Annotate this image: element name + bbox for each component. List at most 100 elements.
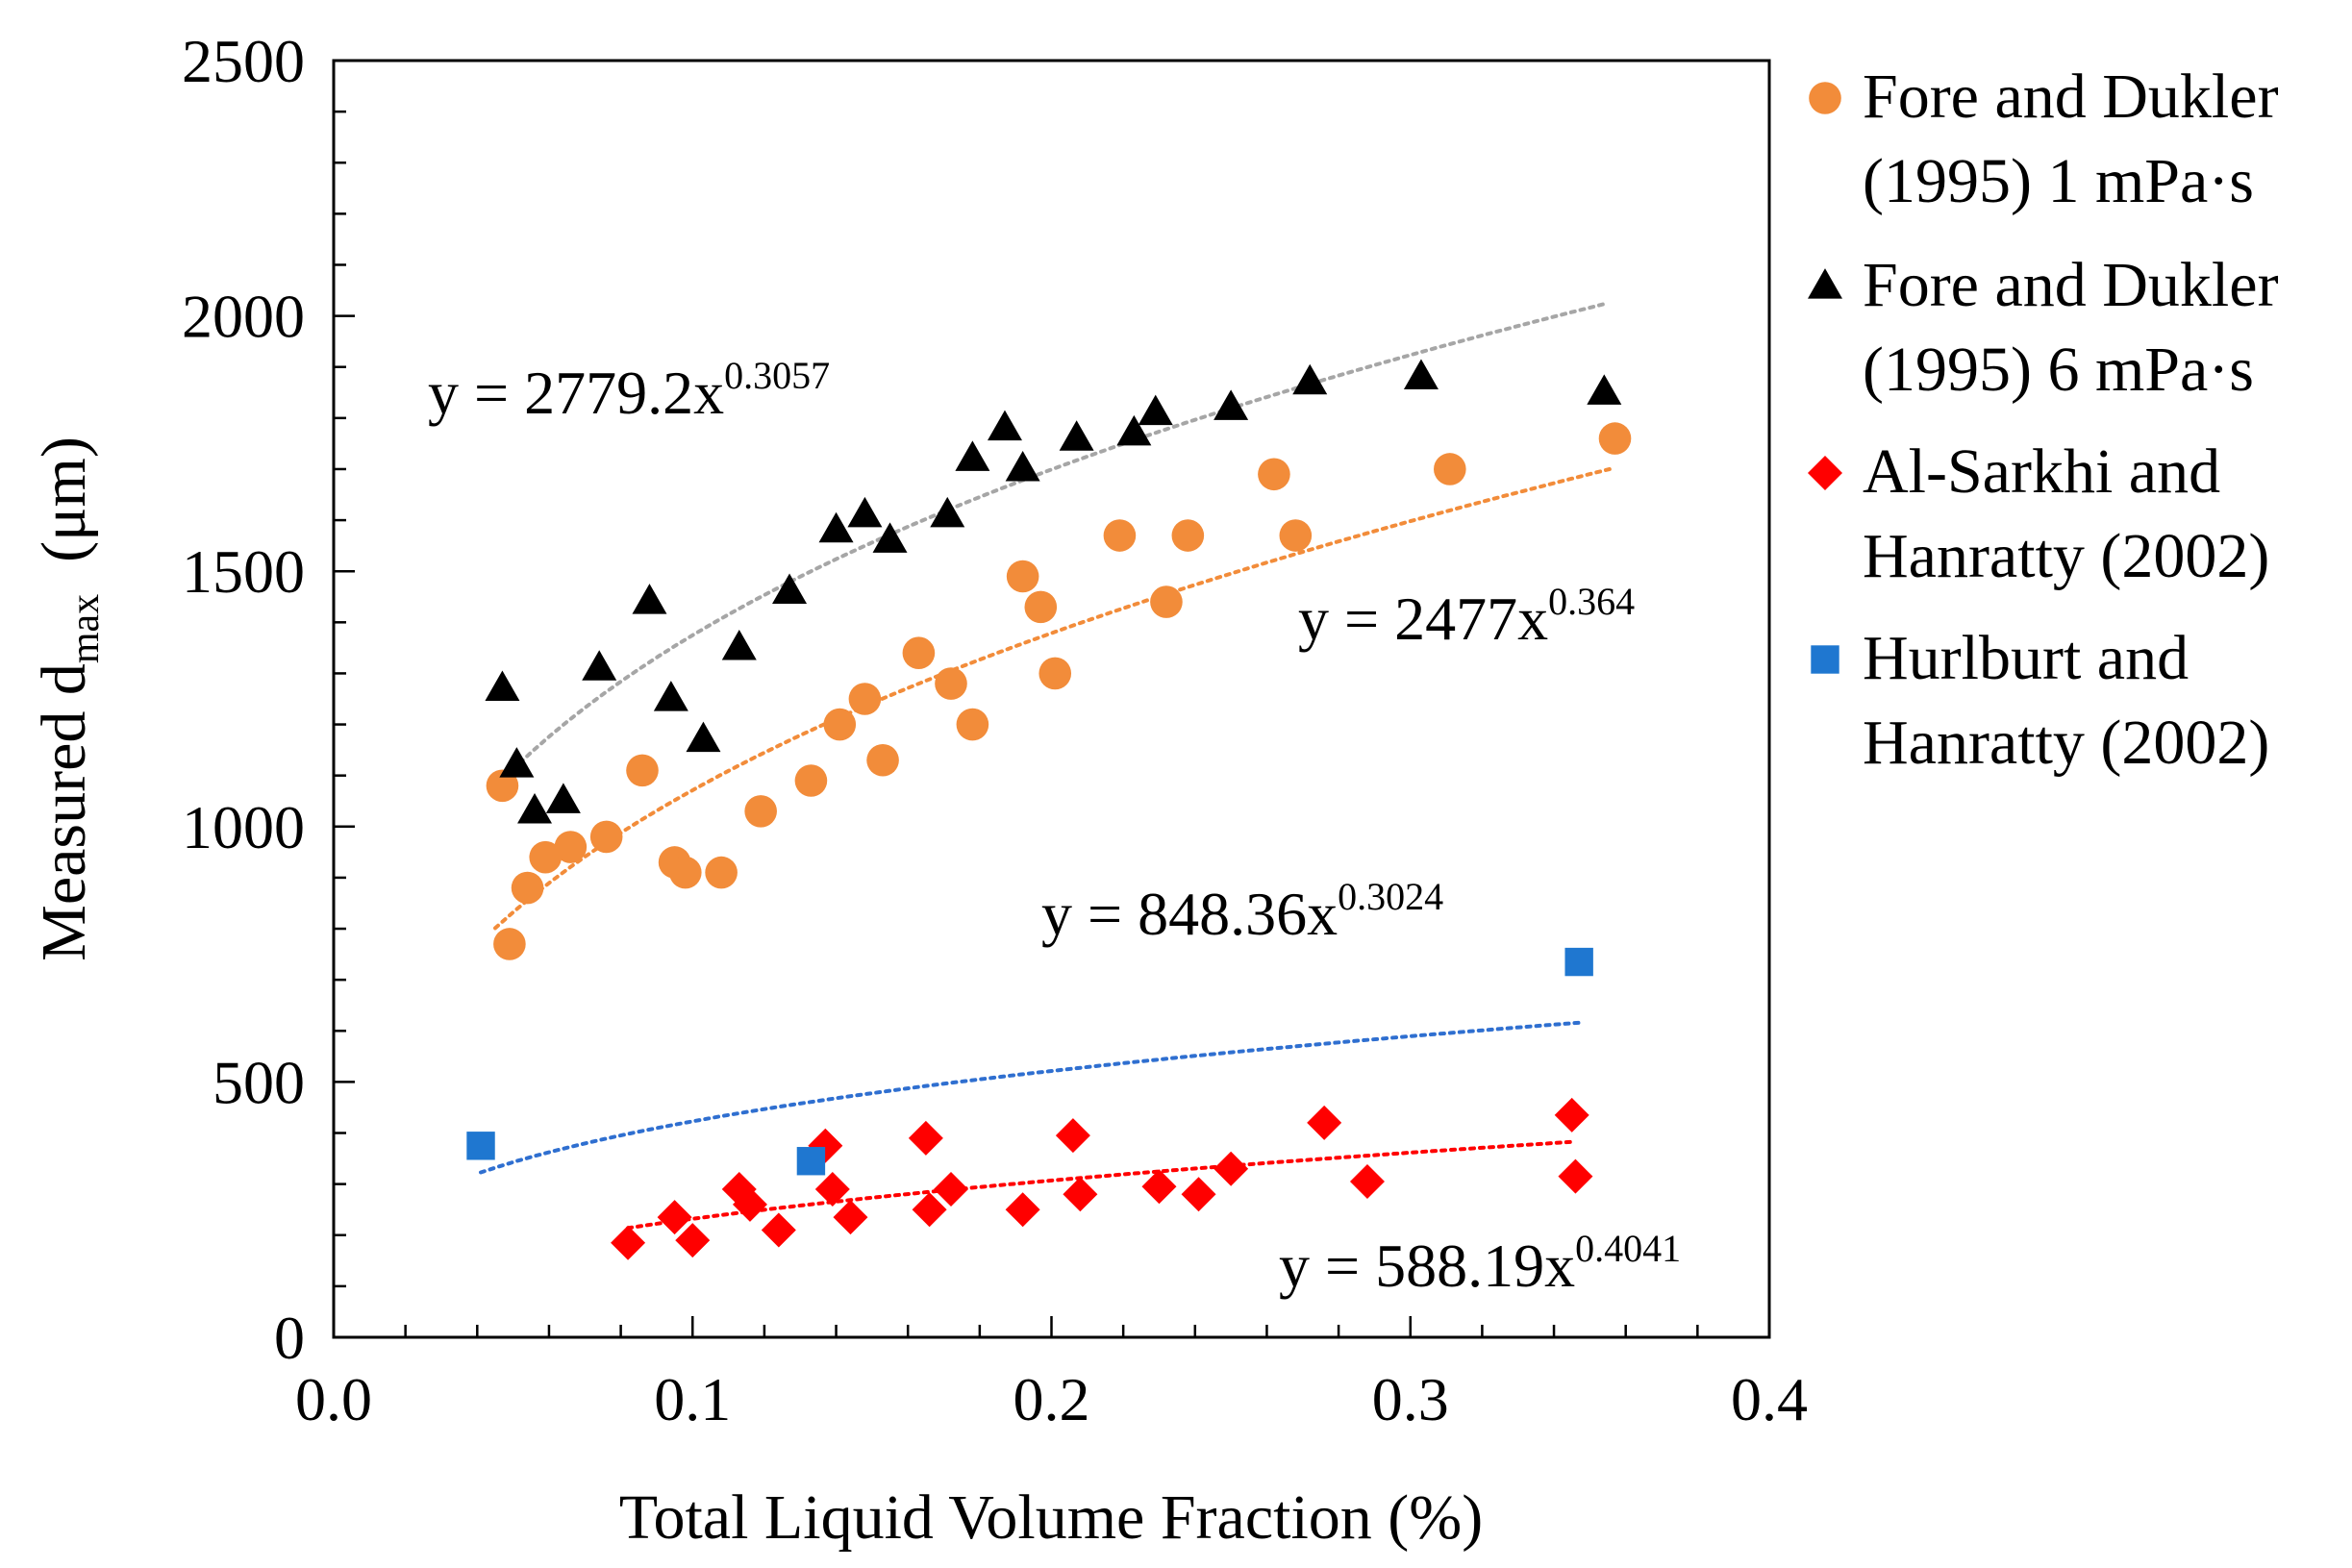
data-point	[933, 1171, 968, 1207]
y-tick-label: 1000	[182, 793, 305, 861]
data-point	[1258, 458, 1290, 491]
y-axis-title-subscript: max	[63, 594, 108, 663]
data-point	[1403, 359, 1439, 389]
trendline	[511, 302, 1607, 772]
data-point	[1554, 1097, 1589, 1132]
data-point	[1138, 394, 1173, 426]
data-point	[554, 831, 588, 863]
data-point	[499, 747, 535, 778]
data-point	[1214, 1151, 1249, 1186]
legend-entry: Fore and Dukler (1995) 1 mPa·s	[1809, 62, 2279, 216]
legend-label: Al-Sarkhi and	[1863, 436, 2220, 507]
data-point	[511, 871, 544, 905]
data-point	[611, 1225, 646, 1260]
legend-label: Fore and Dukler	[1863, 62, 2279, 132]
data-point	[657, 1200, 692, 1235]
trend-equation: y = 588.19x0.4041	[1279, 1227, 1681, 1300]
data-point	[626, 754, 659, 787]
data-point	[1171, 519, 1205, 552]
legend-label: (1995) 6 mPa·s	[1863, 335, 2254, 405]
data-point	[1292, 363, 1328, 395]
data-point	[935, 667, 967, 700]
legend-marker	[1808, 268, 1842, 299]
data-point	[686, 721, 721, 753]
y-axis-title-unit: (μm)	[29, 436, 99, 594]
data-point	[1558, 1158, 1593, 1194]
data-point	[721, 629, 757, 660]
legend-entry: Fore and Dukler (1995) 6 mPa·s	[1808, 250, 2279, 405]
trend-equation-base: y = 2779.2x	[428, 359, 724, 427]
data-point	[1055, 1118, 1090, 1154]
data-point	[814, 1171, 850, 1207]
data-point	[545, 783, 581, 813]
x-tick-label: 0.3	[1372, 1365, 1449, 1433]
data-point	[818, 511, 854, 543]
y-tick-label: 2000	[182, 283, 305, 351]
y-axis-title-main: Measured d	[29, 663, 99, 961]
data-point	[1181, 1177, 1216, 1212]
data-point	[955, 440, 990, 471]
legend-entry: Hurlburt and Hanratty (2002)	[1811, 623, 2269, 778]
trendline	[493, 465, 1617, 931]
x-tick-label: 0.0	[295, 1365, 372, 1433]
y-tick-label: 0	[274, 1304, 305, 1372]
trend-equation-base: y = 588.19x	[1279, 1232, 1575, 1300]
data-points	[466, 359, 1632, 1260]
data-point	[1598, 422, 1632, 455]
legend-label: (1995) 1 mPa·s	[1863, 146, 2254, 216]
legend-label: Fore and Dukler	[1863, 250, 2279, 320]
data-point	[732, 1186, 767, 1222]
data-point	[1564, 947, 1593, 977]
x-axis: 0.0 0.1 0.2 0.3 0.4	[295, 1316, 1808, 1433]
legend-entry: Al-Sarkhi and Hanratty (2002)	[1808, 436, 2269, 591]
trend-equation: y = 2779.2x0.3057	[428, 354, 830, 427]
data-point	[908, 1120, 943, 1156]
y-axis: 0 500 1000 1500 2000 2500	[182, 27, 355, 1372]
trend-equation-exponent: 0.3057	[724, 354, 830, 397]
x-tick-label: 0.2	[1013, 1365, 1090, 1433]
trend-equation-exponent: 0.4041	[1575, 1227, 1681, 1270]
plot-area	[332, 59, 1771, 1339]
data-point	[1005, 451, 1040, 482]
data-point	[466, 1132, 495, 1160]
legend-marker	[1809, 82, 1841, 114]
data-point	[675, 1223, 711, 1258]
data-point	[1434, 453, 1466, 485]
data-point	[1150, 585, 1183, 618]
data-point	[1587, 374, 1622, 405]
data-point	[872, 522, 908, 553]
x-tick-label: 0.1	[654, 1365, 731, 1433]
data-point	[589, 820, 623, 854]
data-point	[1038, 657, 1072, 690]
data-point	[1103, 519, 1137, 552]
trend-equation-base: y = 2477x	[1298, 585, 1548, 653]
trendline	[626, 1139, 1574, 1231]
data-point	[761, 1212, 796, 1248]
data-point	[1116, 414, 1152, 446]
data-point	[833, 1200, 868, 1235]
data-point	[529, 840, 563, 874]
data-point	[796, 1147, 826, 1176]
legend-label: Hurlburt and	[1863, 623, 2189, 693]
data-point	[987, 410, 1022, 441]
data-point	[632, 584, 667, 614]
data-point	[866, 743, 899, 777]
data-point	[1141, 1169, 1177, 1205]
data-point	[823, 708, 857, 741]
data-point	[668, 856, 702, 889]
data-point	[848, 683, 882, 715]
data-point	[1024, 590, 1058, 624]
data-point	[705, 856, 738, 889]
data-point	[493, 928, 526, 960]
data-point	[847, 496, 883, 528]
legend-label: Hanratty (2002)	[1863, 708, 2269, 778]
data-point	[1059, 420, 1094, 451]
trendline	[479, 1020, 1582, 1175]
data-point	[485, 670, 520, 701]
data-point	[517, 792, 553, 824]
trend-equation-base: y = 848.36x	[1041, 880, 1338, 948]
data-point	[1006, 560, 1039, 593]
data-point	[1349, 1163, 1385, 1199]
